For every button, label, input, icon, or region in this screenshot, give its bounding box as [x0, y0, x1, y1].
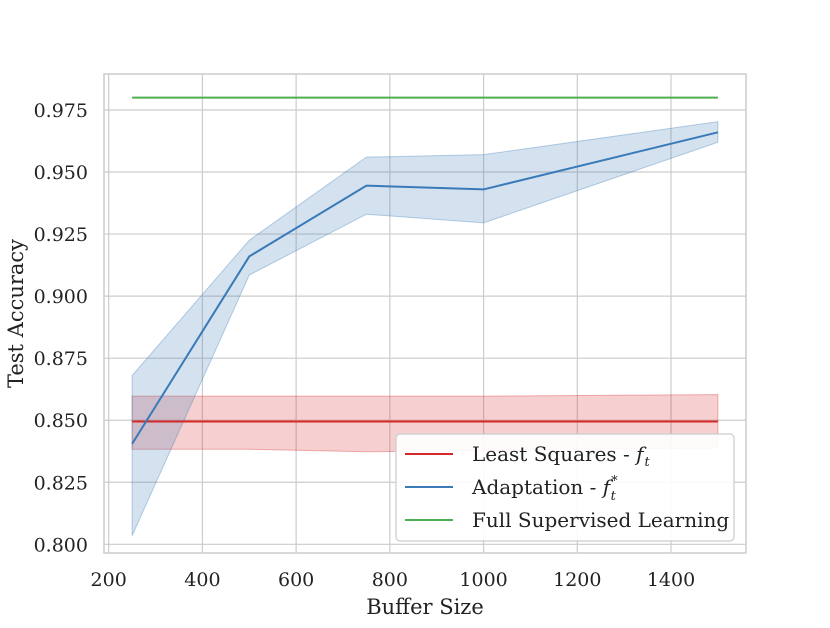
- y-axis-label: Test Accuracy: [4, 239, 28, 388]
- x-tick-label: 1000: [459, 569, 507, 591]
- y-tick-label: 0.900: [34, 286, 88, 308]
- plot-frame: [103, 73, 747, 554]
- x-tick-label: 1400: [647, 569, 695, 591]
- y-tick-label: 0.975: [34, 100, 88, 122]
- y-tick-label: 0.825: [34, 472, 88, 494]
- legend-label: Adaptation - f* t: [471, 474, 618, 504]
- legend-box: [395, 433, 735, 542]
- x-axis-label: Buffer Size: [366, 595, 484, 619]
- x-tick-label: 1200: [553, 569, 601, 591]
- x-tick-label: 800: [372, 569, 408, 591]
- series-lines: [131, 96, 719, 445]
- series-line: [131, 131, 719, 445]
- y-tick-labels: 0.800 0.825 0.850 0.875 0.900 0.925 0.950 0.975: [34, 100, 88, 556]
- y-tick-label: 0.800: [34, 534, 88, 556]
- legend-label: Least Squares - ft: [472, 442, 651, 470]
- legend-label: Full Supervised Learning: [472, 508, 729, 532]
- confidence-band: [131, 121, 719, 536]
- x-tick-labels: 200 400 600 800 1000 1200 1400: [91, 569, 696, 591]
- legend: Least Squares - ft Adaptation - f* t Full S…: [395, 433, 735, 542]
- y-tick-label: 0.950: [34, 162, 88, 184]
- x-tick-label: 400: [184, 569, 220, 591]
- x-tick-label: 600: [278, 569, 314, 591]
- y-tick-label: 0.850: [34, 410, 88, 432]
- y-tick-label: 0.875: [34, 348, 88, 370]
- x-tick-label: 200: [91, 569, 127, 591]
- grid-lines: [104, 74, 746, 553]
- y-tick-label: 0.925: [34, 224, 88, 246]
